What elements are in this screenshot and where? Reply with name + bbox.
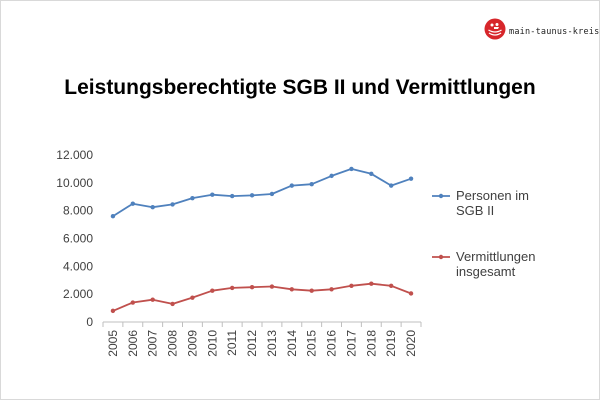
legend-marker-2 xyxy=(438,254,444,260)
x-tick-label: 2013 xyxy=(265,330,279,357)
x-tick-label: 2020 xyxy=(404,330,418,357)
page-title: Leistungsberechtigte SGB II und Vermittl… xyxy=(64,76,536,99)
data-point xyxy=(408,176,414,181)
x-tick-label: 2011 xyxy=(225,330,239,356)
data-point xyxy=(349,283,354,289)
y-tick-label: 12.000 xyxy=(56,148,93,162)
series-line-1 xyxy=(112,167,412,217)
data-point xyxy=(249,193,255,198)
data-point xyxy=(150,297,155,302)
data-point xyxy=(388,183,394,188)
data-point xyxy=(170,301,175,307)
data-point xyxy=(110,214,116,219)
data-point xyxy=(190,195,195,201)
legend-label: SGB II xyxy=(456,203,494,218)
data-point xyxy=(329,173,334,179)
series-line-2 xyxy=(112,282,412,312)
y-tick-label: 0 xyxy=(86,315,93,329)
data-point xyxy=(269,284,275,289)
coat-of-arms-icon xyxy=(484,18,506,40)
x-tick-label: 2009 xyxy=(185,330,199,357)
x-tick-label: 2016 xyxy=(325,330,339,357)
data-point xyxy=(269,191,275,197)
data-point xyxy=(110,308,116,314)
brand-name: main-taunus-kreis xyxy=(509,27,600,37)
legend-label: insgesamt xyxy=(456,264,516,279)
y-tick-label: 2.000 xyxy=(63,287,93,301)
x-tick-label: 2007 xyxy=(146,330,160,357)
legend-marker-1 xyxy=(438,193,444,199)
x-tick-label: 2012 xyxy=(245,330,259,357)
data-point xyxy=(249,285,255,290)
y-tick-label: 8.000 xyxy=(63,204,93,218)
data-point xyxy=(210,288,215,293)
x-tick-label: 2015 xyxy=(305,330,319,357)
data-point xyxy=(130,201,136,206)
data-point xyxy=(309,288,314,293)
data-point xyxy=(289,183,295,188)
data-point xyxy=(369,171,374,176)
data-point xyxy=(388,283,394,289)
data-point xyxy=(190,295,195,300)
x-tick-label: 2008 xyxy=(166,330,180,357)
data-point xyxy=(150,204,155,210)
x-tick-label: 2017 xyxy=(344,330,358,357)
data-point xyxy=(229,193,235,199)
x-tick-label: 2018 xyxy=(364,330,378,357)
brand-logo: main-taunus-kreis xyxy=(484,17,599,41)
data-point xyxy=(408,291,414,296)
data-point xyxy=(289,287,295,292)
data-point xyxy=(229,285,235,291)
y-tick-label: 10.000 xyxy=(56,176,93,190)
data-point xyxy=(130,300,136,305)
data-point xyxy=(309,182,314,187)
y-tick-label: 6.000 xyxy=(63,232,93,246)
data-point xyxy=(329,287,334,292)
legend-label: Vermittlungen xyxy=(456,249,536,264)
data-point xyxy=(170,202,175,207)
x-tick-label: 2010 xyxy=(205,330,219,357)
data-point xyxy=(369,281,374,286)
x-tick-label: 2014 xyxy=(285,330,299,357)
data-point xyxy=(349,166,354,172)
legend-label: Personen im xyxy=(456,188,529,203)
data-point xyxy=(210,192,215,197)
x-tick-label: 2006 xyxy=(126,330,140,357)
y-tick-label: 4.000 xyxy=(63,259,93,273)
x-tick-label: 2019 xyxy=(384,330,398,357)
x-tick-label: 2005 xyxy=(106,330,120,357)
